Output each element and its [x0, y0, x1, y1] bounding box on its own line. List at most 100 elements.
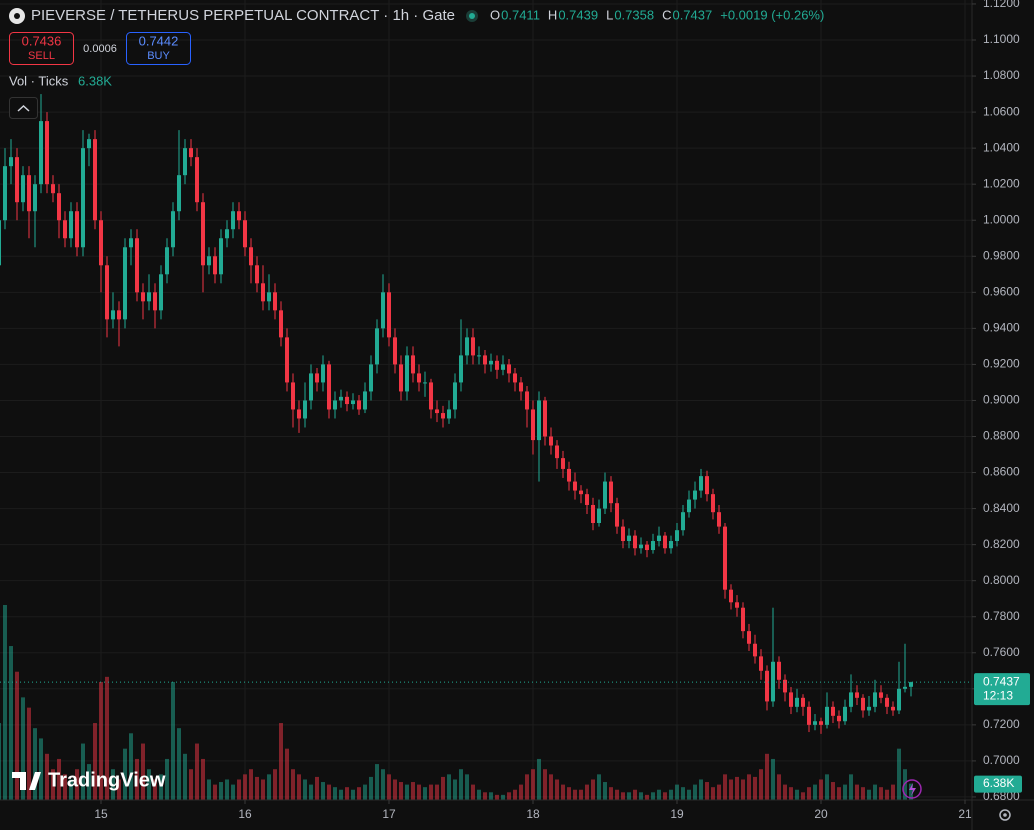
candle-body: [783, 679, 788, 693]
settings-icon[interactable]: [999, 809, 1011, 821]
candle-body: [141, 292, 146, 302]
candle-body: [825, 706, 830, 725]
volume-bar: [848, 774, 853, 800]
candle-body: [866, 706, 871, 711]
candle-body: [375, 328, 380, 365]
volume-bar: [254, 776, 259, 800]
candle-body: [632, 535, 637, 549]
sell-label: SELL: [28, 50, 55, 62]
volume-bar: [891, 784, 896, 800]
candle-body: [470, 337, 475, 356]
candle-body: [213, 256, 218, 275]
candle-body: [789, 692, 794, 707]
volume-bar: [218, 782, 223, 800]
y-tick-label: 0.8400: [983, 501, 1020, 515]
volume-bar: [357, 787, 362, 800]
volume-bar: [375, 764, 380, 800]
alert-icon[interactable]: [902, 779, 922, 799]
x-tick-label: 17: [382, 807, 396, 821]
volume-bar: [711, 787, 716, 800]
candle-body: [434, 409, 439, 414]
candle-body: [897, 688, 902, 711]
volume-bar: [519, 784, 524, 800]
sell-button[interactable]: [9, 32, 74, 65]
candle-body: [261, 283, 266, 302]
candle-body: [722, 526, 727, 590]
volume-bar: [333, 787, 338, 800]
candle-body: [765, 670, 770, 702]
volume-bar: [585, 784, 590, 800]
candle-body: [848, 692, 853, 707]
volume-bar: [722, 774, 727, 800]
volume-bar: [69, 779, 74, 800]
volume-bar: [146, 769, 151, 800]
ohlc-value: 0.7437: [672, 7, 712, 22]
candle-body: [837, 715, 842, 722]
volume-bar: [303, 779, 308, 800]
collapse-button[interactable]: [9, 97, 38, 119]
volume-bar: [279, 723, 284, 800]
last-price-label: 0.7437: [983, 674, 1020, 688]
candle-body: [0, 220, 2, 266]
candle-body: [614, 503, 619, 527]
y-tick-label: 0.7000: [983, 753, 1020, 767]
candle-body: [758, 656, 763, 671]
volume-bar: [135, 758, 140, 800]
volume-bar: [308, 784, 313, 800]
volume-bar: [650, 792, 655, 800]
candle-body: [9, 157, 14, 167]
buy-button[interactable]: [126, 32, 191, 65]
volume-bar: [207, 779, 212, 800]
volume-bar: [177, 728, 182, 800]
volume-bar: [441, 776, 446, 800]
volume-bar: [447, 774, 452, 800]
ohlc-value: 0.7439: [558, 7, 598, 22]
volume-bar: [837, 787, 842, 800]
volume-bar: [627, 792, 632, 800]
candle-body: [740, 607, 745, 632]
y-tick-label: 0.9200: [983, 357, 1020, 371]
volume-bar: [531, 769, 536, 800]
candle-body: [452, 382, 457, 410]
volume-bar: [326, 784, 331, 800]
candle-body: [146, 292, 151, 302]
volume-bar: [297, 774, 302, 800]
candle-body: [447, 409, 452, 419]
volume-bar: [45, 753, 50, 800]
volume-bar: [681, 787, 686, 800]
volume-bar: [92, 723, 97, 800]
candle-body: [681, 512, 686, 531]
candle-body: [578, 490, 583, 495]
candle-body: [344, 396, 349, 405]
candle-body: [891, 706, 896, 711]
candle-body: [771, 661, 776, 702]
y-tick-label: 0.8200: [983, 537, 1020, 551]
volume-bar: [614, 789, 619, 800]
y-tick-label: 1.0400: [983, 140, 1020, 154]
volume-bar: [189, 769, 194, 800]
candle-body: [555, 445, 560, 459]
candle-body: [195, 157, 200, 203]
volume-bar: [200, 758, 205, 800]
y-tick-label: 0.7200: [983, 717, 1020, 731]
candle-body: [92, 139, 97, 221]
symbol-title[interactable]: PIEVERSE / TETHERUS PERPETUAL CONTRACT ·…: [31, 7, 455, 24]
volume-bar: [801, 792, 806, 800]
candle-body: [272, 292, 277, 311]
candle-body: [801, 697, 806, 707]
y-tick-label: 1.0800: [983, 68, 1020, 82]
volume-bar: [663, 792, 668, 800]
volume-bar: [285, 748, 290, 800]
volume-bar: [524, 774, 529, 800]
volume-bar: [321, 782, 326, 800]
candle-body: [591, 504, 596, 524]
volume-bar: [776, 774, 781, 800]
candle-body: [339, 396, 344, 401]
volume-bar: [339, 789, 344, 800]
candle-body: [657, 535, 662, 542]
candle-body: [519, 382, 524, 392]
candle-body: [807, 706, 812, 725]
volume-legend: Vol · Ticks: [9, 73, 69, 88]
volume-bar: [261, 779, 266, 800]
